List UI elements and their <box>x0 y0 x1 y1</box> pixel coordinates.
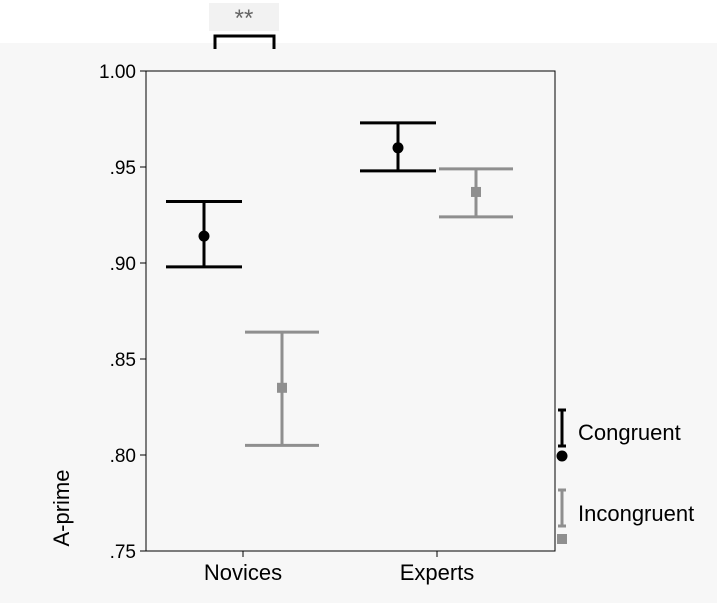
legend-label-congruent: Congruent <box>578 420 681 445</box>
y-tick-label-1: .80 <box>110 446 136 467</box>
mean-marker-incongruent-novices <box>277 382 287 393</box>
x-axis: Novices Experts <box>204 551 474 585</box>
y-tick-label-3: .90 <box>110 254 136 275</box>
legend-item-incongruent: Incongruent <box>557 488 694 544</box>
series-incongruent <box>245 167 513 447</box>
y-axis: .75 .80 .85 .90 .95 1.00 <box>99 62 146 563</box>
legend-errorbar-incongruent <box>558 488 566 528</box>
legend-errorbar-congruent <box>558 408 566 448</box>
mean-marker-congruent-experts <box>392 142 404 154</box>
y-axis-label: A-prime <box>49 469 74 546</box>
x-tick-label-experts: Experts <box>400 560 475 585</box>
significance-bracket <box>213 34 276 49</box>
mean-marker-incongruent-experts <box>471 186 481 197</box>
significance-label-background <box>209 3 279 31</box>
y-tick-label-4: .95 <box>110 158 136 179</box>
series-congruent <box>166 121 436 269</box>
mean-marker-congruent-novices <box>198 230 210 242</box>
significance-label: ** <box>235 5 254 32</box>
y-tick-label-2: .85 <box>110 350 136 371</box>
legend-label-incongruent: Incongruent <box>578 501 694 526</box>
plot-area <box>145 70 556 552</box>
legend: Congruent Incongruent <box>556 408 694 544</box>
significance-annotation: ** <box>209 3 279 49</box>
series-layer <box>166 121 513 447</box>
x-tick-label-novices: Novices <box>204 560 282 585</box>
legend-item-congruent: Congruent <box>556 408 681 462</box>
legend-marker-congruent <box>556 450 568 462</box>
y-tick-label-0: .75 <box>110 542 136 563</box>
legend-marker-incongruent <box>557 534 567 544</box>
y-tick-label-5: 1.00 <box>99 62 136 83</box>
